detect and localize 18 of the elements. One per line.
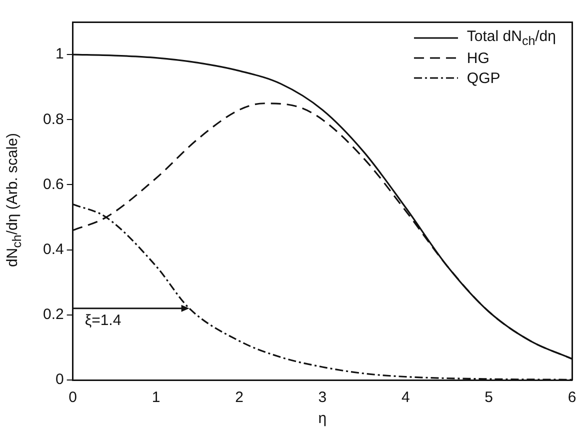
y-tick-label: 1 bbox=[56, 46, 64, 63]
legend-label: QGP bbox=[466, 70, 500, 86]
y-tick-label: 0.4 bbox=[42, 240, 64, 258]
x-axis-title: η bbox=[318, 410, 327, 428]
x-tick-label: 0 bbox=[68, 389, 78, 406]
x-tick-label: 1 bbox=[152, 389, 160, 406]
y-tick-label: 0 bbox=[56, 371, 64, 388]
y-tick-label: 0.2 bbox=[42, 306, 64, 324]
legend-label: Total dN$_{ch}$/dη bbox=[466, 28, 556, 48]
x-tick-label: 3 bbox=[318, 389, 327, 406]
y-tick-label: 0.8 bbox=[42, 110, 64, 128]
legend-label: HG bbox=[466, 50, 490, 66]
y-tick-label: 0.6 bbox=[42, 176, 64, 193]
x-tick-label: 6 bbox=[568, 389, 576, 406]
annotation: ξ=1.4 bbox=[84, 312, 122, 330]
x-tick-label: 4 bbox=[401, 389, 410, 406]
x-tick-label: 2 bbox=[235, 389, 244, 406]
x-tick-label: 5 bbox=[484, 389, 493, 406]
